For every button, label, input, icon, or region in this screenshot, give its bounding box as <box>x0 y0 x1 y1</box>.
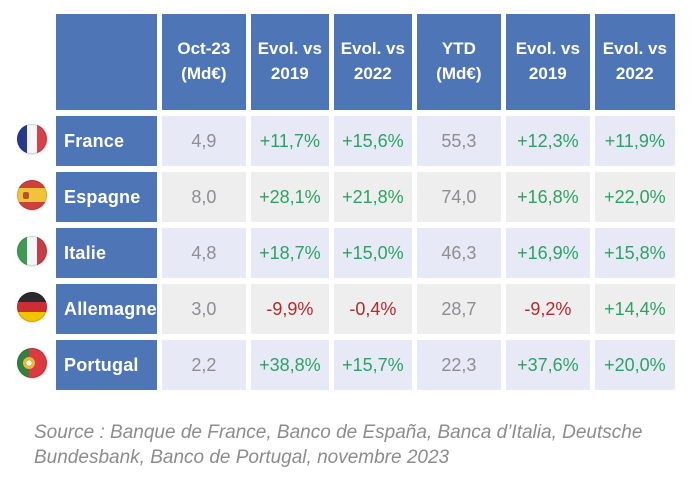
table-row: Portugal 2,2 +38,8% +15,7% 22,3 +37,6% +20,0% <box>13 340 675 390</box>
value-cell: 4,8 <box>161 228 246 278</box>
value-cell: +20,0% <box>594 340 675 390</box>
table-row: Espagne 8,0 +28,1% +21,8% 74,0 +16,8% +22,0% <box>13 172 675 222</box>
value-cell: +15,8% <box>594 228 675 278</box>
flag-cell <box>13 228 51 278</box>
value-cell: +15,7% <box>333 340 412 390</box>
header-cell: Evol. vs 2022 <box>333 14 412 110</box>
value-cell: +37,6% <box>505 340 590 390</box>
flag-espagne-icon <box>17 179 47 210</box>
value-cell: 55,3 <box>416 116 501 166</box>
value-cell: +15,6% <box>333 116 412 166</box>
table-body: France 4,9 +11,7% +15,6% 55,3 +12,3% +11,9% Esp… <box>13 116 675 390</box>
value-cell: -0,4% <box>333 284 412 334</box>
flag-column-spacer <box>13 14 51 110</box>
value-cell: 2,2 <box>161 340 246 390</box>
value-cell: +16,9% <box>505 228 590 278</box>
flag-cell <box>13 340 51 390</box>
value-cell: +11,9% <box>594 116 675 166</box>
value-cell: +28,1% <box>250 172 329 222</box>
source-caption: Source : Banque de France, Banco de Espa… <box>34 422 643 469</box>
flag-france-icon <box>17 123 47 154</box>
table-row: France 4,9 +11,7% +15,6% 55,3 +12,3% +11,9% <box>13 116 675 166</box>
header-cell: Evol. vs 2022 <box>594 14 675 110</box>
value-cell: +12,3% <box>505 116 590 166</box>
value-cell: 3,0 <box>161 284 246 334</box>
value-cell: -9,9% <box>250 284 329 334</box>
country-column-header <box>56 14 157 110</box>
country-cell: Allemagne <box>56 284 157 334</box>
value-cell: -9,2% <box>505 284 590 334</box>
value-cell: 22,3 <box>416 340 501 390</box>
country-cell: Portugal <box>56 340 157 390</box>
flag-cell <box>13 284 51 334</box>
table-row: Italie 4,8 +18,7% +15,0% 46,3 +16,9% +15,8% <box>13 228 675 278</box>
value-cell: +16,8% <box>505 172 590 222</box>
flag-cell <box>13 116 51 166</box>
value-cell: +11,7% <box>250 116 329 166</box>
value-cell: +14,4% <box>594 284 675 334</box>
header-cell: Evol. vs 2019 <box>505 14 590 110</box>
value-cell: +21,8% <box>333 172 412 222</box>
country-cell: France <box>56 116 157 166</box>
table-header: Oct-23 (Md€) Evol. vs 2019 Evol. vs 2022 YT… <box>13 14 675 110</box>
header-row: Oct-23 (Md€) Evol. vs 2019 Evol. vs 2022 YT… <box>13 14 675 110</box>
table-row: Allemagne 3,0 -9,9% -0,4% 28,7 -9,2% +14,4% <box>13 284 675 334</box>
country-comparison-table: Oct-23 (Md€) Evol. vs 2019 Evol. vs 2022 YT… <box>8 8 680 396</box>
flag-italie-icon <box>17 235 47 266</box>
value-cell: +15,0% <box>333 228 412 278</box>
value-cell: 8,0 <box>161 172 246 222</box>
value-cell: 4,9 <box>161 116 246 166</box>
value-cell: 74,0 <box>416 172 501 222</box>
header-cell: Oct-23 (Md€) <box>161 14 246 110</box>
value-cell: 46,3 <box>416 228 501 278</box>
flag-allemagne-icon <box>17 291 47 322</box>
flag-portugal-icon <box>17 347 47 378</box>
header-cell: Evol. vs 2019 <box>250 14 329 110</box>
country-cell: Espagne <box>56 172 157 222</box>
value-cell: +38,8% <box>250 340 329 390</box>
value-cell: +18,7% <box>250 228 329 278</box>
value-cell: +22,0% <box>594 172 675 222</box>
country-cell: Italie <box>56 228 157 278</box>
flag-cell <box>13 172 51 222</box>
value-cell: 28,7 <box>416 284 501 334</box>
header-cell: YTD (Md€) <box>416 14 501 110</box>
